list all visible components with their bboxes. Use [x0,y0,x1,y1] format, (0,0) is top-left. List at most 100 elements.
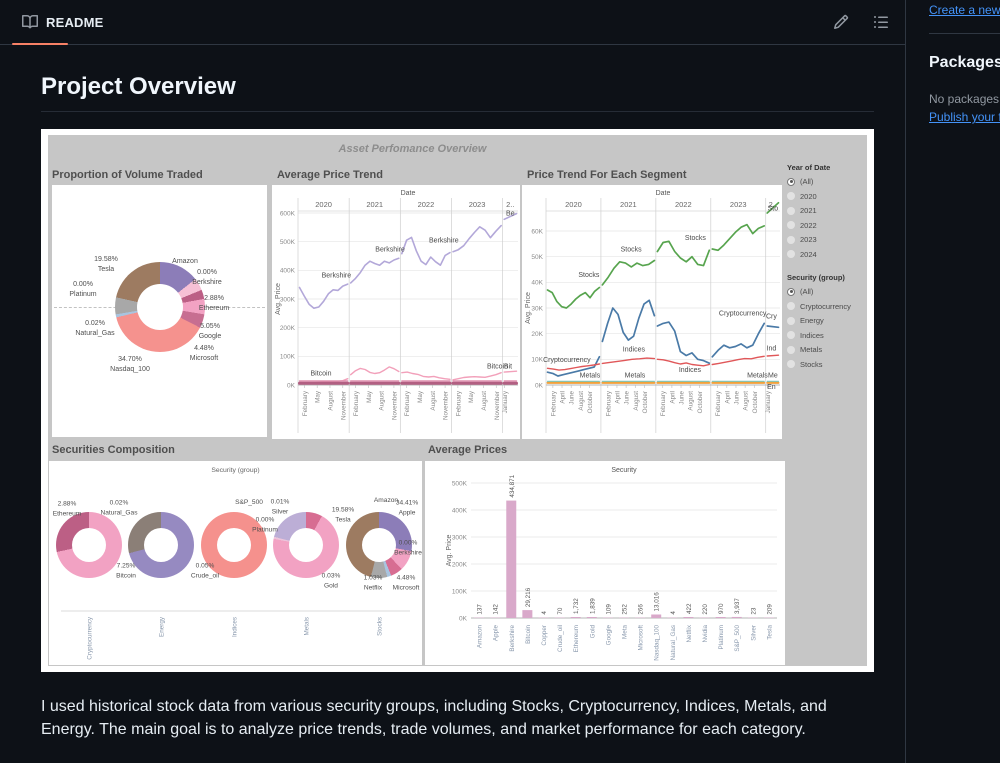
svg-text:Security: Security [611,467,637,474]
svg-text:April: April [669,391,676,404]
filter-title: Year of Date [787,163,831,172]
composition-axis-svg: Cryptocurrency Energy Indices Metals Stocks [61,610,410,660]
svg-text:50K: 50K [531,254,543,261]
svg-text:Berkshire: Berkshire [375,247,405,254]
svg-text:40K: 40K [531,280,543,287]
svg-text:Tesla: Tesla [766,625,773,640]
svg-text:252: 252 [622,604,629,615]
svg-text:0K: 0K [287,382,296,389]
filter-radio-option[interactable]: 2020 [787,192,873,201]
mark-label: 0.02% Natural_Gas [100,499,138,516]
publish-package-link[interactable]: Publish your f [929,110,1000,124]
filter-radio-option[interactable]: 2022 [787,221,873,230]
filter-radio-option[interactable]: Indices [787,331,873,340]
svg-text:Metals: Metals [625,373,646,380]
tab-readme[interactable]: README [12,0,110,45]
mark-label: 0.03% Gold [321,572,341,589]
svg-text:November: November [494,391,501,420]
svg-text:May: May [468,390,475,403]
svg-text:Metals: Metals [304,617,311,636]
sidebar: Create a new Packages No packages Publis… [906,0,1000,763]
readme-paragraph: I used historical stock data from variou… [41,698,827,739]
svg-text:23: 23 [750,607,757,615]
edit-readme-button[interactable] [833,14,849,30]
mark-label: 2.88% Ethereum [198,294,230,312]
mark-label: 0.00% Platinum [69,280,97,298]
svg-text:Me: Me [768,373,778,380]
svg-text:142: 142 [493,604,500,615]
svg-text:2..: 2.. [506,200,514,209]
svg-text:Berkshire: Berkshire [322,273,352,280]
svg-text:Bitcoin: Bitcoin [525,625,532,644]
svg-text:Indices: Indices [623,347,646,354]
svg-text:Copper: Copper [541,625,548,646]
radio-icon [787,192,795,200]
mark-label: S&P_500 [235,499,263,507]
svg-text:En: En [767,384,776,391]
mark-label: 0.02% Natural_Gas [75,319,115,337]
svg-text:May: May [366,390,373,403]
volume-donut-title: Proportion of Volume Traded [52,169,203,181]
svg-text:June: June [569,391,576,405]
mark-label: 19.58% Tesla [331,506,355,523]
svg-text:2023: 2023 [730,200,747,209]
svg-text:100K: 100K [280,354,296,361]
svg-text:August: August [481,391,488,411]
filter-radio-option[interactable]: (All) [787,177,873,186]
svg-text:February: February [605,390,612,416]
mark-label: Amazon [172,257,198,265]
svg-text:400K: 400K [452,507,468,514]
avg-price-trend-chart: 0K 100K 200K 300K 400K 500K 600K Date 2020 2021 20… [272,185,520,439]
svg-text:February: February [404,390,411,416]
svg-text:August: August [379,391,386,411]
svg-text:June: June [624,391,631,405]
composition-axis-title: Security (group) [211,467,260,474]
filter-radio-option[interactable]: 2023 [787,235,873,244]
filter-radio-option[interactable]: 2024 [787,250,873,259]
svg-text:2020: 2020 [315,200,332,209]
active-tab-underline [12,43,68,45]
avg-price-trend-title: Average Price Trend [277,169,383,181]
svg-text:Stocks: Stocks [685,235,707,242]
svg-text:500K: 500K [280,239,296,246]
svg-text:Cry: Cry [766,313,777,320]
filter-radio-option[interactable]: 2021 [787,206,873,215]
svg-text:April: April [614,391,621,404]
svg-text:Ethereum: Ethereum [573,625,580,652]
svg-text:266: 266 [638,604,645,615]
svg-text:Apple: Apple [493,625,500,642]
filter-radio-option[interactable]: (All) [787,287,873,296]
svg-text:1,732: 1,732 [573,598,580,614]
svg-text:November: November [391,391,398,420]
svg-text:70: 70 [557,607,564,615]
svg-text:May: May [315,390,322,403]
segment-trend-title: Price Trend For Each Segment [527,169,687,181]
svg-text:Indices: Indices [679,367,702,374]
svg-text:January: January [765,390,772,413]
svg-text:S&P_500: S&P_500 [734,625,741,652]
filter-radio-option[interactable]: Cryptocurrency [787,302,873,311]
svg-text:137: 137 [477,604,484,615]
svg-text:2..: 2.. [769,200,777,209]
svg-text:February: February [455,390,462,416]
filter-radio-option[interactable]: Metals [787,345,873,354]
mark-label: 1.03% Netflix [363,574,383,591]
radio-icon [787,206,795,215]
svg-text:Silver: Silver [750,625,757,641]
svg-text:April: April [560,391,567,404]
filter-radio-option[interactable]: Energy [787,316,873,325]
outline-button[interactable] [873,14,889,30]
radio-icon [787,360,795,368]
dashboard-filters: Year of Date (All) 2020 2021 2022 2023 2024 Sec… [787,163,873,374]
svg-text:Netflix: Netflix [686,624,693,642]
avg-prices-chart: Security 0K 100K 200K 300K 400K 500K Avg. Price… [425,461,785,665]
svg-text:February: February [302,390,309,416]
create-new-link[interactable]: Create a new [929,3,1000,17]
svg-text:Ind: Ind [767,345,777,352]
svg-text:Nvidia: Nvidia [702,625,709,643]
filter-radio-option[interactable]: Stocks [787,360,873,369]
mark-label: 5.05% Google [198,322,222,340]
svg-text:February: February [660,390,667,416]
svg-text:2021: 2021 [620,200,637,209]
svg-text:January: January [502,390,509,413]
